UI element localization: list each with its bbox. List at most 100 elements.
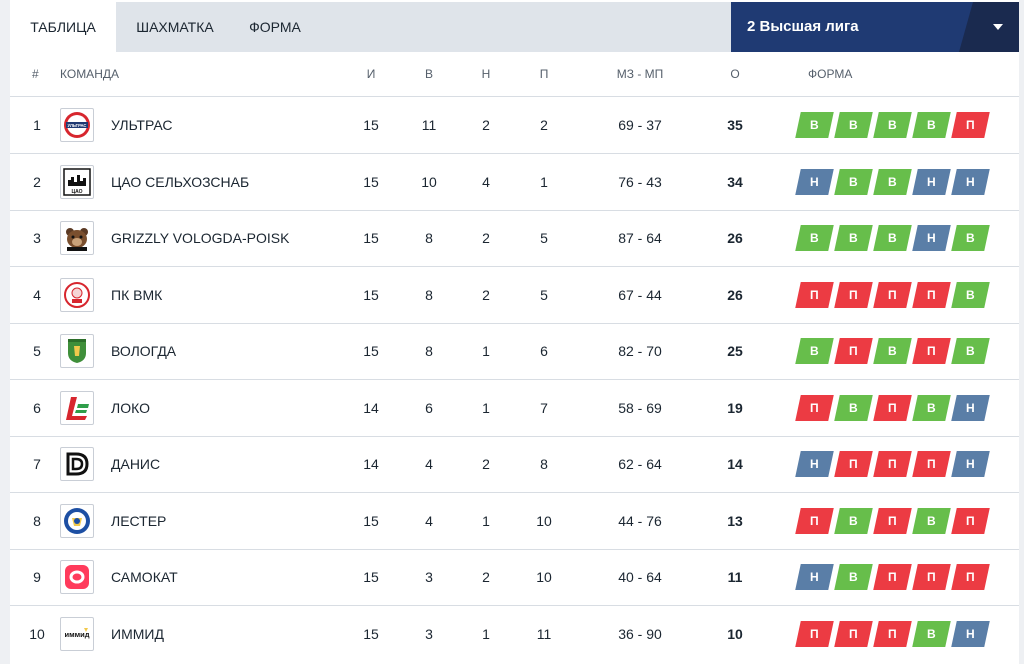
team-name-link[interactable]: ДАНИС <box>111 456 161 472</box>
form-badge[interactable]: Н <box>951 394 990 421</box>
form-badge[interactable]: П <box>795 620 834 647</box>
form-badge[interactable]: В <box>795 112 834 138</box>
form-badge-label: П <box>849 287 858 302</box>
form-badge[interactable]: П <box>795 394 834 421</box>
team-name-link[interactable]: ИММИД <box>111 625 164 642</box>
form-badge-label: Н <box>810 457 819 471</box>
cell-draw: 1 <box>482 343 490 359</box>
form-badge[interactable]: П <box>912 338 951 364</box>
form-badge[interactable]: П <box>834 451 873 477</box>
team-logo <box>60 334 94 368</box>
form-badge[interactable]: П <box>951 507 990 534</box>
form-badge[interactable]: П <box>873 620 912 647</box>
tab-form[interactable]: ФОРМА <box>249 19 301 35</box>
form-badge[interactable]: Н <box>951 620 990 647</box>
table-row[interactable]: 3 15 8 2 5 87 - 64 26 GRIZZLY VOLOGDA-POISK В В В Н… <box>10 210 1019 266</box>
table-row[interactable]: 8 15 4 1 10 44 - 76 13 ЛЕСТЕР П В П В П <box>10 493 1019 549</box>
form-badge[interactable]: В <box>873 168 912 195</box>
form-badge[interactable]: В <box>873 112 912 138</box>
tab-table[interactable]: ТАБЛИЦА <box>10 2 116 52</box>
row-divider <box>10 153 1019 154</box>
form-badge-label: П <box>966 118 975 132</box>
form-badge[interactable]: П <box>873 507 912 534</box>
team-name-link[interactable]: УЛЬТРАС <box>111 117 173 133</box>
form-badge[interactable]: В <box>834 394 873 421</box>
form-badge[interactable]: Н <box>912 168 951 195</box>
cell-won: 4 <box>425 512 433 529</box>
form-badge-label: П <box>966 570 975 584</box>
team-name-link[interactable]: ЛЕСТЕР <box>111 512 167 529</box>
form-badge[interactable]: П <box>951 112 990 138</box>
table-row[interactable]: 10 15 3 1 11 36 - 90 10 иммид ИММИД П П П В Н <box>10 606 1019 662</box>
team-name-link[interactable]: ЦАО СЕЛЬХОЗСНАБ <box>111 173 250 190</box>
form-badge[interactable]: В <box>834 168 873 195</box>
form-badge[interactable]: П <box>873 394 912 421</box>
form-badge[interactable]: П <box>951 564 990 590</box>
form-badge[interactable]: П <box>873 281 912 308</box>
form-badge[interactable]: В <box>795 338 834 364</box>
form-badge-label: П <box>810 626 819 641</box>
form-badge[interactable]: Н <box>951 168 990 195</box>
form-badge[interactable]: Н <box>795 168 834 195</box>
team-name-link[interactable]: ПК ВМК <box>111 286 163 303</box>
cell-points: 34 <box>727 173 743 190</box>
league-dropdown-button[interactable] <box>959 2 1019 52</box>
table-row[interactable]: 1 15 11 2 2 69 - 37 35 УЛЬТРАС УЛЬТРАС В В В В П <box>10 97 1019 153</box>
form-badge[interactable]: В <box>795 225 834 251</box>
cell-lost: 8 <box>540 456 548 472</box>
form-badge[interactable]: В <box>834 564 873 590</box>
form-badge[interactable]: П <box>834 338 873 364</box>
cell-goals: 36 - 90 <box>618 625 662 642</box>
team-name-link[interactable]: САМОКАТ <box>111 569 178 585</box>
table-row[interactable]: 9 15 3 2 10 40 - 64 11 САМОКАТ Н В П П П <box>10 549 1019 605</box>
cell-points: 26 <box>727 286 743 303</box>
form-badge[interactable]: В <box>834 225 873 251</box>
form-badge[interactable]: П <box>873 451 912 477</box>
form-badge[interactable]: В <box>912 112 951 138</box>
form-badge[interactable]: В <box>912 394 951 421</box>
form-badge-label: Н <box>966 626 975 641</box>
table-row[interactable]: 7 14 4 2 8 62 - 64 14 ДАНИС Н П П П Н <box>10 436 1019 492</box>
cell-goals: 87 - 64 <box>618 230 662 246</box>
form-badge-label: В <box>966 344 975 358</box>
form-badge[interactable]: Н <box>912 225 951 251</box>
form-badge[interactable]: В <box>951 225 990 251</box>
table-row[interactable]: 6 14 6 1 7 58 - 69 19 ЛОКО П В П В Н <box>10 380 1019 436</box>
form-badge-label: В <box>849 118 858 132</box>
league-select[interactable]: 2 Высшая лига <box>731 2 1019 52</box>
form-badge[interactable]: В <box>912 620 951 647</box>
form-badge[interactable]: Н <box>795 451 834 477</box>
table-row[interactable]: 4 15 8 2 5 67 - 44 26 ПК ВМК П П П П В <box>10 267 1019 323</box>
team-name-link[interactable]: ЛОКО <box>111 399 150 416</box>
form-badge[interactable]: П <box>834 620 873 647</box>
form-badge[interactable]: В <box>951 281 990 308</box>
form-badge[interactable]: П <box>912 564 951 590</box>
caret-down-icon <box>993 24 1003 30</box>
table-row[interactable]: 2 15 10 4 1 76 - 43 34 ЦАО ЦАО СЕЛЬХОЗСНАБ Н В В Н Н <box>10 154 1019 210</box>
team-name-link[interactable]: ВОЛОГДА <box>111 343 177 359</box>
cell-draw: 2 <box>482 230 490 246</box>
form-badge[interactable]: В <box>834 112 873 138</box>
form-badge[interactable]: Н <box>951 451 990 477</box>
cell-pos: 3 <box>33 230 41 246</box>
form-badge[interactable]: П <box>795 507 834 534</box>
form-badge-label: В <box>849 513 858 528</box>
table-row[interactable]: 5 15 8 1 6 82 - 70 25 ВОЛОГДА В П В П В <box>10 323 1019 379</box>
form-badge[interactable]: В <box>912 507 951 534</box>
form-badge[interactable]: В <box>834 507 873 534</box>
form-badge[interactable]: Н <box>795 564 834 590</box>
form-badge-label: Н <box>966 457 975 471</box>
form-badge-label: П <box>849 457 858 471</box>
form-badge-label: В <box>849 174 858 189</box>
team-name-link[interactable]: GRIZZLY VOLOGDA-POISK <box>111 230 290 246</box>
form-badge[interactable]: В <box>873 338 912 364</box>
form-badge[interactable]: П <box>873 564 912 590</box>
form-badge[interactable]: П <box>912 281 951 308</box>
form-badge[interactable]: П <box>834 281 873 308</box>
form-badge[interactable]: П <box>912 451 951 477</box>
tab-crosstable[interactable]: ШАХМАТКА <box>136 19 214 35</box>
cell-draw: 2 <box>482 117 490 133</box>
form-badge[interactable]: В <box>951 338 990 364</box>
form-badge[interactable]: В <box>873 225 912 251</box>
form-badge[interactable]: П <box>795 281 834 308</box>
